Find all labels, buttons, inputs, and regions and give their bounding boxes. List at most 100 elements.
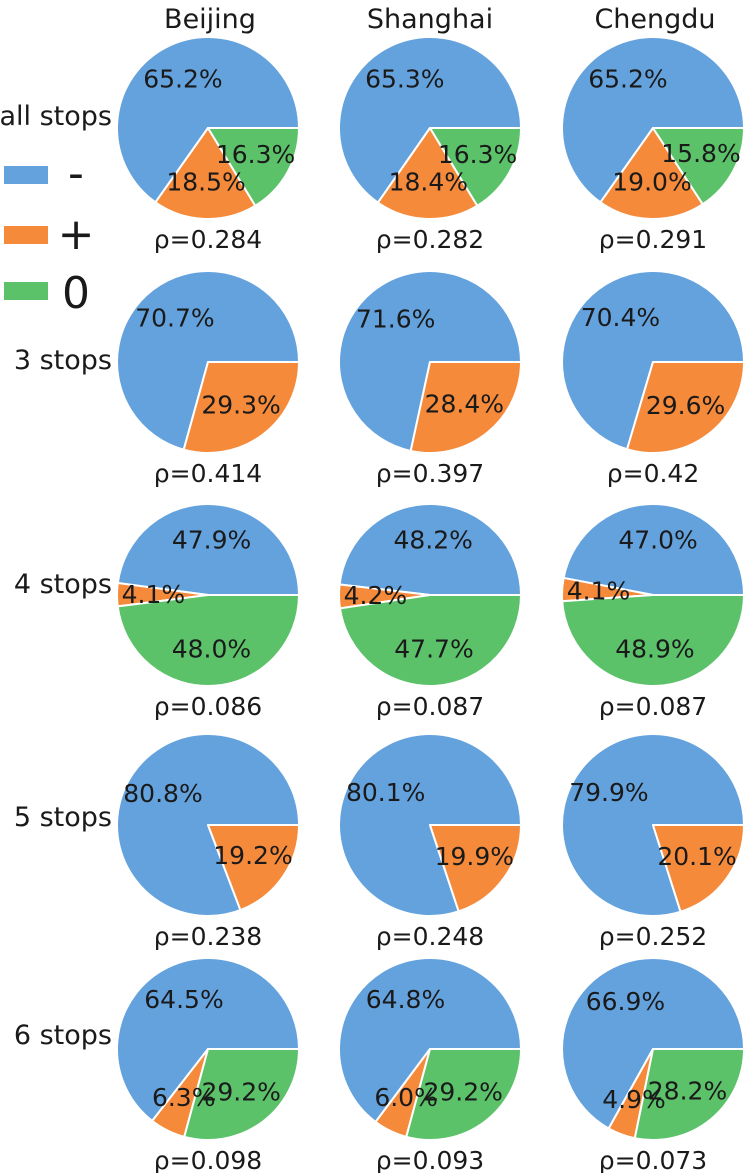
column-title-shanghai: Shanghai — [367, 4, 493, 35]
slice-label-zero: 16.3% — [216, 140, 295, 169]
pie-slice-minus — [562, 502, 745, 596]
slice-label-plus: 19.0% — [612, 168, 691, 197]
slice-label-minus: 71.6% — [356, 305, 435, 334]
pies: 65.2%18.5%16.3%ρ=0.28465.3%18.4%16.3%ρ=0… — [116, 36, 745, 1173]
pie-5-stops-chengdu: 79.9% 20.1% ρ=0.252 — [561, 733, 745, 951]
slice-label-zero: 48.0% — [172, 635, 251, 664]
pie-slice-zero — [652, 127, 745, 206]
pie-slice-zero — [405, 1048, 522, 1141]
pie-slice-minus — [338, 502, 522, 596]
slice-label-plus: 29.3% — [201, 391, 280, 420]
pie-slice-plus — [207, 824, 300, 912]
slice-label-minus: 65.3% — [365, 65, 444, 94]
slice-label-zero: 47.7% — [394, 635, 473, 664]
pie-slice-zero — [207, 127, 300, 207]
column-title-chengdu: Chengdu — [594, 4, 715, 35]
pie-slice-zero — [116, 594, 300, 687]
pie-slice-zero — [561, 594, 745, 687]
slice-label-zero: 29.2% — [423, 1077, 502, 1106]
slice-label-plus: 20.1% — [657, 842, 736, 871]
pie-slice-zero — [183, 1048, 300, 1141]
rho-label: ρ=0.087 — [599, 692, 707, 721]
pie-slice-zero — [338, 594, 522, 687]
pie-3-stops-shanghai: 71.6% 28.4% ρ=0.397 — [338, 270, 522, 488]
slice-label-zero: 28.2% — [648, 1076, 727, 1105]
slice-label-plus: 29.6% — [646, 391, 725, 420]
rho-label: ρ=0.282 — [376, 225, 484, 254]
pie-3-stops-beijing: 70.7% 29.3% ρ=0.414 — [116, 270, 300, 488]
pie-4-stops-chengdu: 47.0% 4.1% 48.9% ρ=0.087 — [561, 502, 745, 721]
pie-5-stops-shanghai: 80.1% 19.9% ρ=0.248 — [338, 733, 522, 951]
pie-6-stops-shanghai: 64.8% 6.0%29.2% ρ=0.093 — [338, 957, 522, 1173]
pie-slice-zero — [429, 127, 522, 207]
slice-label-minus: 79.9% — [569, 778, 648, 807]
slice-label-plus: 19.9% — [435, 842, 514, 871]
pie-slice-plus — [182, 361, 300, 454]
slice-label-plus: 18.5% — [166, 168, 245, 197]
pie-slice-minus — [116, 36, 300, 204]
row-label-all-stops: all stops — [0, 101, 112, 132]
row-label-6-stops: 6 stops — [14, 1020, 112, 1051]
column-titles: Beijing Shanghai Chengdu — [164, 4, 715, 35]
pie-slice-zero — [633, 1048, 745, 1141]
row-label-5-stops: 5 stops — [14, 802, 112, 833]
slice-label-plus: 4.2% — [344, 581, 408, 610]
pie-slice-plus — [376, 127, 479, 220]
slice-label-minus: 47.9% — [172, 526, 251, 555]
pie-slice-plus — [409, 361, 522, 454]
slice-label-minus: 65.2% — [143, 65, 222, 94]
slice-label-plus: 4.9% — [602, 1085, 666, 1114]
slice-label-plus: 19.2% — [213, 841, 292, 870]
slice-label-minus: 64.8% — [366, 985, 445, 1014]
slice-label-plus: 4.1% — [567, 577, 631, 606]
rho-label: ρ=0.252 — [599, 922, 707, 951]
rho-label: ρ=0.093 — [376, 1146, 484, 1173]
pie-slice-minus — [116, 957, 300, 1122]
pie-5-stops-beijing: 80.8% 19.2% ρ=0.238 — [116, 733, 300, 951]
slice-label-zero: 48.9% — [615, 635, 694, 664]
pie-slice-minus — [338, 957, 522, 1123]
slice-label-plus: 6.0% — [374, 1083, 438, 1112]
slice-label-plus: 4.1% — [122, 580, 186, 609]
legend-swatch-zero — [4, 282, 48, 300]
slice-label-plus: 28.4% — [425, 390, 504, 419]
pie-slice-minus — [561, 270, 745, 451]
pie-slice-plus — [626, 361, 745, 454]
rho-label: ρ=0.397 — [376, 459, 484, 488]
column-title-beijing: Beijing — [164, 4, 256, 35]
pie-4-stops-shanghai: 48.2% 4.2% 47.7% ρ=0.087 — [338, 502, 522, 721]
rho-label: ρ=0.42 — [607, 459, 699, 488]
slice-label-plus: 6.3% — [152, 1083, 216, 1112]
slice-label-minus: 65.2% — [588, 65, 667, 94]
pie-slice-plus — [429, 824, 522, 913]
pie-slice-plus — [652, 824, 745, 913]
row-label-4-stops: 4 stops — [14, 569, 112, 600]
row-labels: all stops 3 stops 4 stops 5 stops 6 stop… — [0, 101, 112, 1051]
legend-label-zero: 0 — [62, 268, 90, 319]
rho-label: ρ=0.073 — [599, 1146, 707, 1173]
slice-label-minus: 48.2% — [393, 526, 472, 555]
slice-label-minus: 80.1% — [346, 778, 425, 807]
rho-label: ρ=0.098 — [154, 1146, 262, 1173]
pie-4-stops-beijing: 47.9% 4.1% 48.0% ρ=0.086 — [116, 503, 300, 721]
legend: - + 0 — [4, 148, 94, 319]
pie-slice-plus — [599, 127, 704, 220]
rho-label: ρ=0.238 — [154, 922, 262, 951]
slice-label-minus: 70.4% — [581, 303, 660, 332]
pie-all-stops-shanghai: 65.3% 18.4%16.3% ρ=0.282 — [338, 36, 522, 254]
row-label-3-stops: 3 stops — [14, 345, 112, 376]
rho-label: ρ=0.414 — [154, 459, 262, 488]
pie-slice-minus — [338, 270, 522, 452]
pie-slice-minus — [561, 36, 745, 204]
legend-label-plus: + — [58, 209, 95, 260]
rho-label: ρ=0.291 — [599, 225, 707, 254]
pie-slice-minus — [338, 36, 522, 204]
rho-label: ρ=0.087 — [376, 692, 484, 721]
rho-label: ρ=0.284 — [154, 225, 262, 254]
legend-swatch-minus — [4, 166, 48, 184]
slice-label-zero: 16.3% — [438, 140, 517, 169]
pie-all-stops-chengdu: 65.2% 19.0%15.8% ρ=0.291 — [561, 36, 745, 254]
rho-label: ρ=0.248 — [376, 922, 484, 951]
rho-label: ρ=0.086 — [154, 692, 262, 721]
